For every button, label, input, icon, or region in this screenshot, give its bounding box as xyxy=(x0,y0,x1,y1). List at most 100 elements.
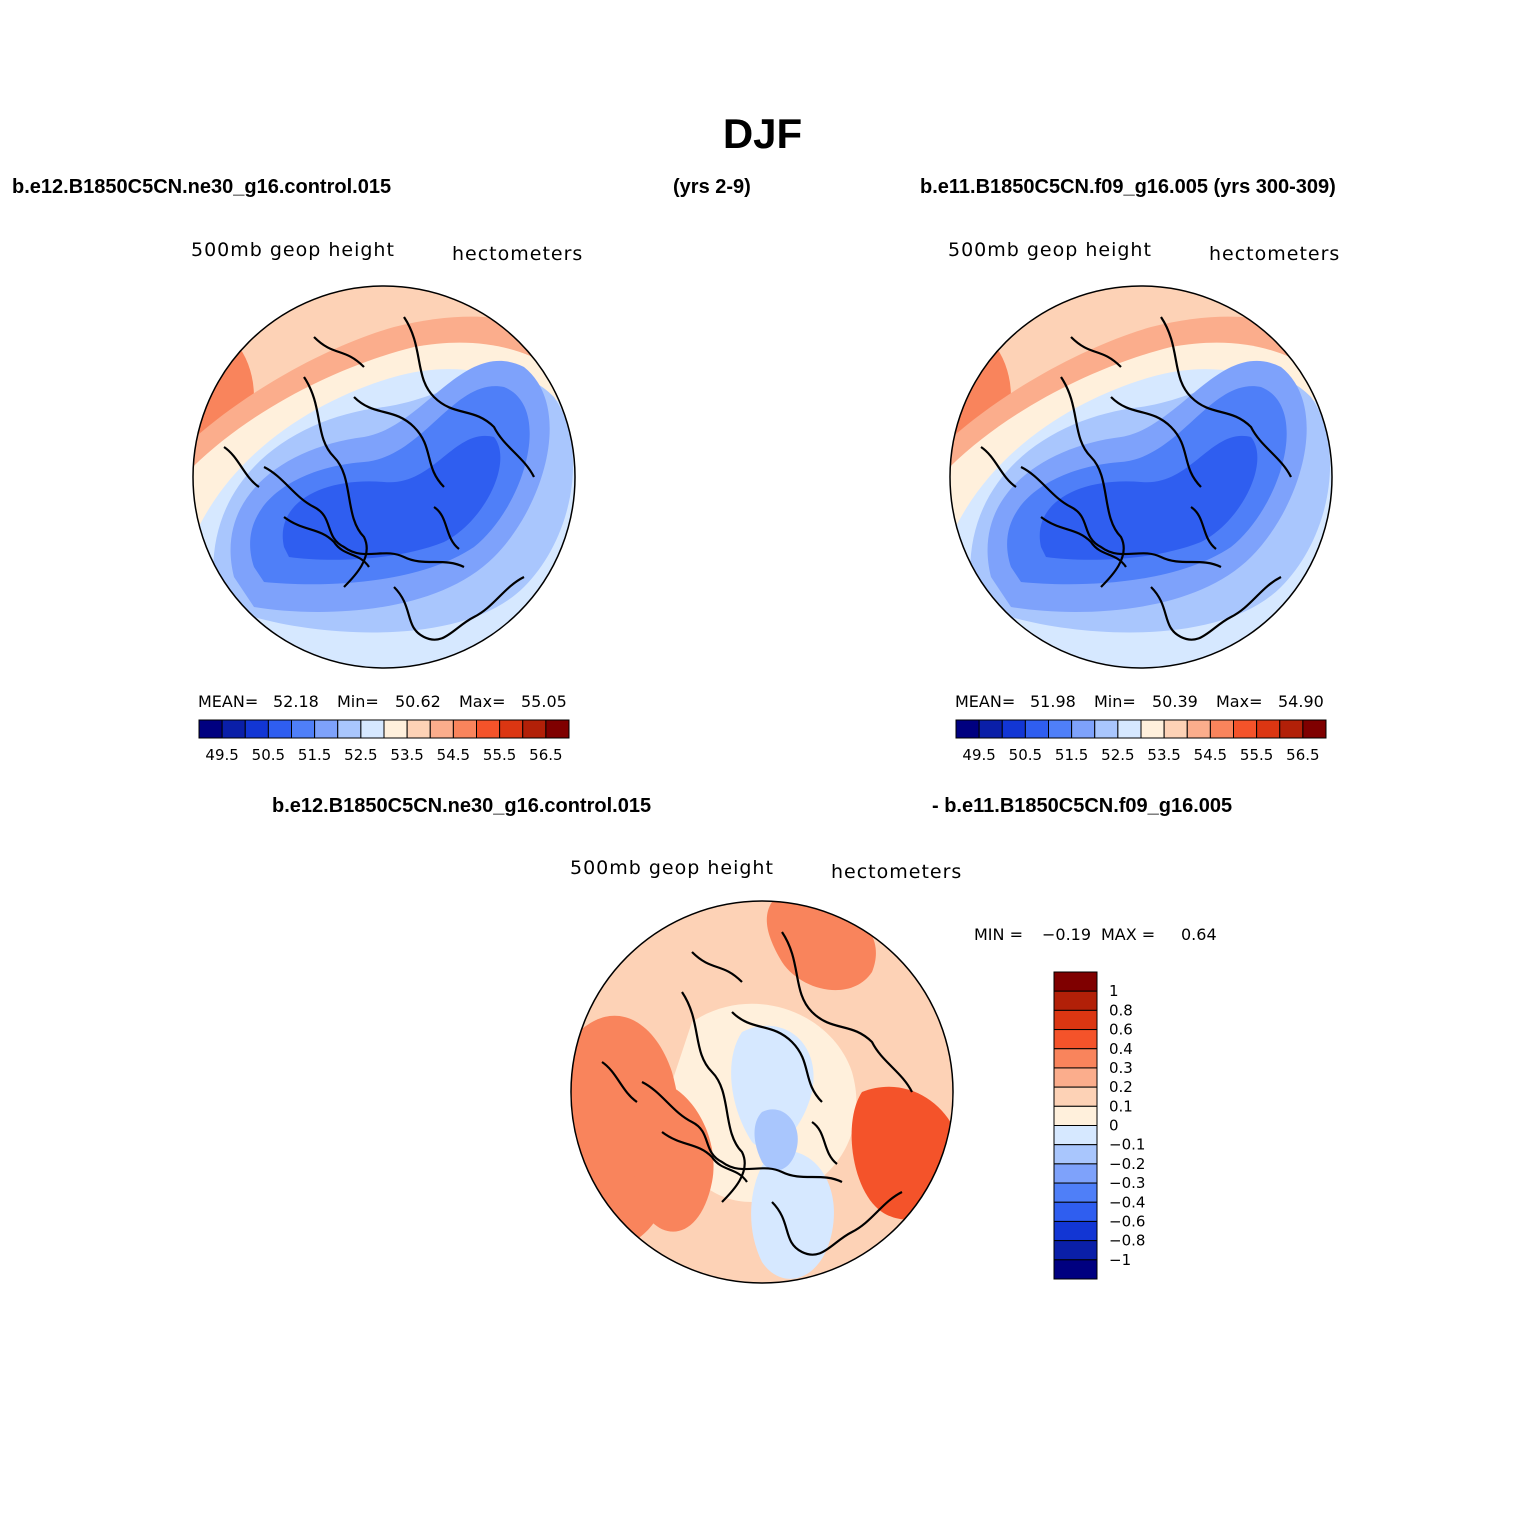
map-boundary xyxy=(949,285,1333,669)
coastline-5 xyxy=(433,506,460,550)
case1-max-label: Max= xyxy=(459,692,506,711)
colorbar-cell xyxy=(244,719,269,739)
colorbar-tick-label: 0.8 xyxy=(1109,1001,1133,1019)
colorbar-cell xyxy=(1053,1163,1098,1184)
colorbar-cell xyxy=(1053,1067,1098,1088)
case1-name-header: b.e12.B1850C5CN.ne30_g16.control.015 xyxy=(12,176,392,198)
difference-colorbar: 10.8 0.60.40.30.20.1 0−0.1−0.2−0.3−0.4−0.6… xyxy=(1053,971,1145,1280)
colorbar-cell xyxy=(1053,1144,1098,1165)
colorbar-tick-label: −0.1 xyxy=(1109,1136,1145,1154)
colorbar-tick-label: 50.5 xyxy=(1009,746,1042,764)
colorbar-cell xyxy=(1186,719,1211,739)
diff-min-label: MIN = xyxy=(974,925,1023,944)
colorbar-cell xyxy=(1053,1105,1098,1126)
coastline-3 xyxy=(393,576,525,641)
colorbar-tick-label: 53.5 xyxy=(1147,746,1180,764)
diff-header-right: - b.e11.B1850C5CN.f09_g16.005 xyxy=(932,795,1233,817)
coastline-2 xyxy=(781,931,913,1093)
colorbar-tick-label: 0.1 xyxy=(1109,1097,1133,1115)
colorbar-cell xyxy=(499,719,524,739)
coastline-5 xyxy=(1190,506,1217,550)
case1-polar-map xyxy=(192,285,576,669)
coastline-8 xyxy=(1040,516,1127,568)
colorbar-tick-label: 0.3 xyxy=(1109,1059,1133,1077)
case2-min-value: 50.39 xyxy=(1152,692,1198,711)
colorbar-cell xyxy=(429,719,454,739)
colorbar-tick-label: 53.5 xyxy=(390,746,423,764)
colorbar-cell xyxy=(1053,1029,1098,1050)
coastline-6 xyxy=(1070,336,1122,368)
colorbar-cell xyxy=(452,719,477,739)
case1-mean-label: MEAN= xyxy=(198,692,259,711)
case1-colorbar: 49.5 50.5 51.5 52.5 53.5 54.5 55.5 56.5 xyxy=(198,719,570,764)
colorbar-cell xyxy=(1053,1182,1098,1203)
coastline-8 xyxy=(283,516,370,568)
coastline-3 xyxy=(771,1191,903,1256)
colorbar-cell xyxy=(1053,1086,1098,1107)
case1-min-label: Min= xyxy=(337,692,379,711)
colorbar-tick-label: 0.4 xyxy=(1109,1040,1133,1058)
colorbar-cell xyxy=(1048,719,1073,739)
colorbar-tick-label: 0.6 xyxy=(1109,1021,1133,1039)
coastline-5 xyxy=(811,1121,838,1165)
colorbar-tick-label: 0.2 xyxy=(1109,1078,1133,1096)
coastline-7 xyxy=(601,1061,638,1103)
colorbar-cell xyxy=(955,719,980,739)
case1-years-header: (yrs 2-9) xyxy=(673,176,751,198)
colorbar-cell xyxy=(1053,1125,1098,1146)
colorbar-cell xyxy=(1053,1048,1098,1069)
colorbar-cell xyxy=(1163,719,1188,739)
case2-max-value: 54.90 xyxy=(1278,692,1324,711)
case2-variable-label: 500mb geop height xyxy=(948,239,1152,261)
colorbar-cell xyxy=(267,719,292,739)
coastline-4 xyxy=(353,396,445,488)
colorbar-cell xyxy=(1053,1220,1098,1242)
colorbar-tick-label: −0.4 xyxy=(1109,1193,1145,1211)
case2-mean-label: MEAN= xyxy=(955,692,1016,711)
colorbar-tick-label: −0.2 xyxy=(1109,1155,1145,1173)
coastline-1 xyxy=(263,466,465,568)
colorbar-tick-label: 1 xyxy=(1109,982,1119,1000)
colorbar-cell xyxy=(1117,719,1142,739)
diff-max-label: MAX = xyxy=(1101,925,1156,944)
coastline-1 xyxy=(641,1081,843,1183)
coastline-7 xyxy=(223,446,260,488)
colorbar-cell xyxy=(1053,971,1098,992)
colorbar-cell xyxy=(1140,719,1165,739)
colorbar-tick-label: 55.5 xyxy=(1240,746,1273,764)
colorbar-cell xyxy=(314,719,339,739)
case2-min-label: Min= xyxy=(1094,692,1136,711)
colorbar-tick-label: 56.5 xyxy=(1286,746,1319,764)
diff-min-value: −0.19 xyxy=(1042,925,1092,944)
colorbar-tick-label: 51.5 xyxy=(298,746,331,764)
case1-units-label: hectometers xyxy=(452,243,584,265)
coastline-0 xyxy=(681,991,746,1203)
colorbar-tick-label: 51.5 xyxy=(1055,746,1088,764)
case2-units-label: hectometers xyxy=(1209,243,1341,265)
colorbar-tick-label: 49.5 xyxy=(962,746,995,764)
coastline-2 xyxy=(403,316,535,478)
colorbar-cell xyxy=(360,719,385,739)
colorbar-cell xyxy=(1256,719,1281,739)
colorbar-tick-label: 55.5 xyxy=(483,746,516,764)
colorbar-tick-label: −1 xyxy=(1109,1251,1131,1269)
case2-max-label: Max= xyxy=(1216,692,1263,711)
colorbar-cell xyxy=(198,719,223,739)
case2-colorbar: 49.5 50.5 51.5 52.5 53.5 54.5 55.5 56.5 xyxy=(955,719,1327,764)
colorbar-cell xyxy=(1053,990,1098,1011)
diff-region-canada-positive xyxy=(631,1080,714,1232)
colorbar-cell xyxy=(1233,719,1258,739)
colorbar-cell xyxy=(545,719,570,739)
colorbar-cell xyxy=(1001,719,1026,739)
colorbar-cell xyxy=(1024,719,1049,739)
colorbar-cell xyxy=(1279,719,1304,739)
colorbar-tick-label: 54.5 xyxy=(437,746,470,764)
coastline-8 xyxy=(661,1131,748,1183)
difference-polar-map xyxy=(570,900,954,1284)
colorbar-cell xyxy=(1053,1201,1098,1222)
coastline-6 xyxy=(691,951,743,983)
colorbar-cell xyxy=(522,719,547,739)
case1-mean-value: 52.18 xyxy=(273,692,319,711)
